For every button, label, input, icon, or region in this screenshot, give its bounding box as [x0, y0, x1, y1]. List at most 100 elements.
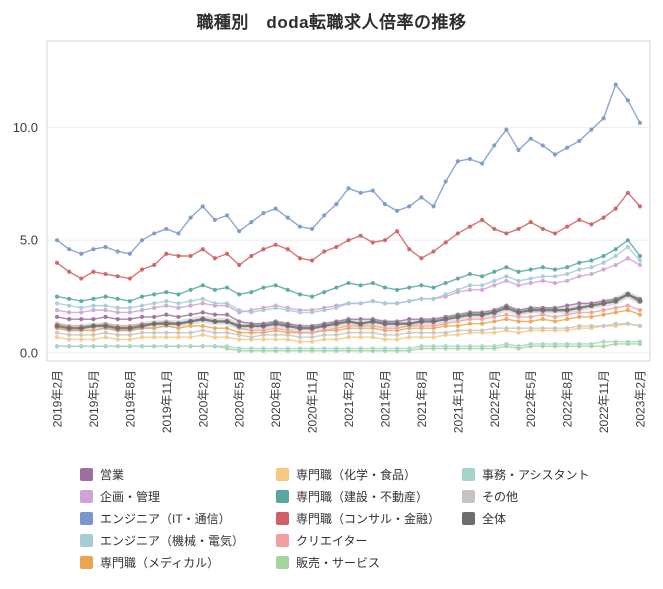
- data-point: [127, 325, 133, 331]
- data-point: [443, 280, 448, 286]
- data-point: [54, 294, 60, 299]
- data-point: [79, 276, 84, 281]
- data-point: [382, 332, 388, 338]
- data-point: [285, 332, 290, 338]
- data-point: [528, 280, 533, 286]
- data-point: [78, 325, 84, 331]
- data-point: [249, 346, 254, 351]
- data-point: [236, 323, 242, 329]
- data-point: [224, 344, 230, 349]
- data-point: [115, 249, 120, 254]
- data-point: [200, 344, 205, 349]
- data-point: [528, 307, 534, 313]
- data-point: [285, 247, 290, 252]
- data-point: [358, 283, 363, 288]
- data-point: [175, 321, 182, 327]
- data-point: [200, 323, 205, 329]
- data-point: [309, 226, 315, 232]
- data-point: [273, 242, 278, 247]
- series-line: [56, 192, 641, 280]
- data-point: [297, 335, 303, 340]
- data-point: [273, 283, 278, 288]
- data-point: [90, 323, 97, 329]
- data-point: [334, 332, 339, 338]
- data-point: [103, 308, 108, 313]
- data-point: [334, 326, 339, 331]
- data-point: [419, 283, 424, 288]
- data-point: [200, 328, 205, 333]
- data-point: [564, 307, 570, 313]
- data-point: [224, 285, 230, 290]
- data-point: [322, 308, 327, 313]
- data-point: [528, 319, 533, 324]
- data-point: [552, 152, 558, 157]
- data-point: [91, 308, 96, 313]
- data-point: [431, 285, 436, 290]
- data-point: [309, 258, 315, 263]
- data-point: [637, 308, 643, 313]
- legend-label: 専門職（メディカル）: [100, 555, 220, 570]
- data-point: [309, 310, 315, 315]
- data-point: [309, 335, 315, 340]
- data-point: [91, 317, 96, 322]
- data-point: [407, 330, 412, 335]
- data-point: [589, 258, 594, 263]
- data-point: [491, 309, 497, 315]
- data-point: [601, 339, 606, 344]
- data-point: [588, 303, 595, 309]
- data-point: [127, 310, 132, 315]
- data-point: [577, 217, 582, 222]
- data-point: [139, 238, 145, 243]
- data-point: [224, 330, 230, 335]
- data-point: [188, 312, 193, 317]
- data-point: [285, 328, 290, 333]
- data-point: [249, 253, 254, 259]
- data-point: [589, 323, 594, 329]
- data-point: [516, 319, 521, 324]
- data-point: [540, 274, 545, 279]
- data-point: [516, 278, 521, 283]
- x-tick-label: 2019年2月: [51, 370, 65, 427]
- data-point: [358, 335, 363, 340]
- data-point: [54, 301, 60, 306]
- data-point: [224, 301, 230, 306]
- data-point: [200, 310, 205, 315]
- data-point: [164, 330, 169, 335]
- data-point: [322, 289, 327, 295]
- data-point: [407, 299, 412, 304]
- data-point: [164, 344, 169, 349]
- x-tick-label: 2020年8月: [269, 370, 283, 427]
- data-point: [285, 337, 290, 342]
- data-point: [152, 301, 157, 306]
- legend-swatch: [276, 511, 289, 525]
- data-point: [151, 321, 157, 327]
- data-point: [127, 332, 132, 338]
- data-point: [152, 326, 157, 331]
- data-point: [297, 256, 303, 261]
- data-point: [419, 256, 424, 261]
- data-point: [613, 206, 618, 211]
- data-point: [613, 321, 618, 326]
- legend-swatch: [276, 489, 289, 503]
- data-point: [480, 217, 485, 222]
- legend-item: 営業: [80, 466, 276, 483]
- data-point: [79, 305, 84, 310]
- data-point: [79, 310, 84, 315]
- data-point: [540, 317, 545, 322]
- data-point: [346, 346, 351, 351]
- data-point: [237, 229, 242, 234]
- data-point: [285, 287, 290, 292]
- data-point: [188, 253, 193, 259]
- data-point: [637, 298, 643, 304]
- data-point: [528, 136, 533, 141]
- data-point: [249, 289, 254, 295]
- data-point: [164, 303, 169, 308]
- data-point: [565, 303, 570, 308]
- data-point: [200, 296, 205, 301]
- data-point: [467, 287, 473, 292]
- data-point: [334, 285, 339, 290]
- data-point: [237, 346, 242, 351]
- data-point: [431, 344, 436, 349]
- legend-label: 営業: [100, 467, 125, 482]
- data-point: [297, 330, 303, 335]
